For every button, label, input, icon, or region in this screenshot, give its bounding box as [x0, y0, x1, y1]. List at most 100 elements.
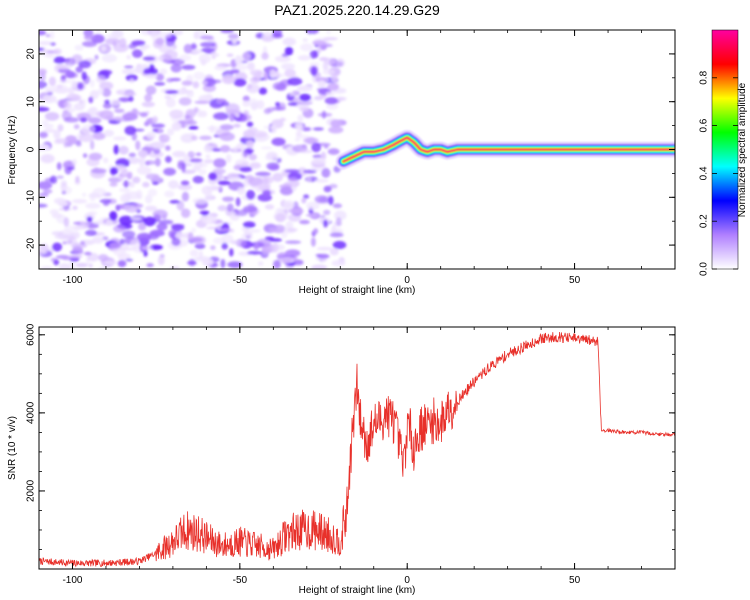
noise-blob [156, 222, 168, 231]
noise-blob [274, 55, 291, 63]
noise-blob [99, 81, 114, 90]
y-tick-label: 20 [26, 48, 37, 60]
noise-blob [335, 58, 345, 68]
noise-blob [281, 63, 295, 70]
noise-blob [246, 83, 260, 94]
noise-blob [97, 88, 105, 95]
noise-blob [247, 229, 261, 233]
noise-blob [188, 158, 203, 163]
noise-blob [75, 142, 82, 147]
noise-blob [82, 153, 88, 159]
noise-blob [303, 137, 319, 144]
noise-blob [158, 134, 170, 143]
noise-blob [188, 152, 197, 157]
noise-blob [321, 167, 331, 178]
noise-blob [152, 181, 159, 185]
noise-blob [88, 96, 94, 104]
noise-blob [39, 30, 47, 36]
noise-blob [86, 216, 93, 223]
noise-blob [39, 181, 53, 190]
noise-blob [98, 254, 109, 262]
noise-blob [198, 53, 211, 64]
noise-blob [219, 124, 234, 131]
noise-blob [295, 134, 310, 139]
noise-blob [192, 81, 200, 89]
noise-blob [79, 221, 87, 225]
noise-blob [188, 126, 199, 130]
noise-blob [243, 178, 250, 188]
noise-blob [145, 85, 157, 95]
noise-blob [125, 74, 138, 82]
noise-blob [203, 145, 214, 153]
noise-blob [126, 55, 131, 60]
x-tick-label: 0 [404, 275, 410, 286]
noise-blob [203, 159, 214, 164]
noise-blob [325, 91, 335, 96]
noise-blob [225, 103, 240, 114]
noise-blob [194, 243, 206, 250]
noise-blob [294, 122, 303, 129]
noise-blob [329, 248, 339, 256]
noise-blob [272, 82, 286, 91]
noise-blob [145, 74, 158, 79]
noise-blob [49, 209, 59, 215]
snr-ylabel: SNR (10 * v/v) [7, 416, 18, 480]
noise-blob [144, 93, 153, 102]
noise-blob [303, 169, 317, 174]
noise-blob [234, 113, 240, 118]
noise-blob [285, 221, 294, 230]
noise-blob [226, 53, 234, 57]
noise-blob [72, 246, 83, 255]
noise-blob [230, 240, 240, 245]
colorbar-tick-label: 0.8 [699, 70, 710, 84]
noise-blob [134, 67, 144, 74]
noise-blob [181, 191, 189, 202]
noise-blob [235, 238, 247, 248]
noise-blob [252, 130, 268, 138]
noise-blob [146, 131, 157, 140]
noise-blob [118, 97, 131, 103]
noise-blob [184, 114, 191, 119]
noise-blob [54, 58, 71, 62]
noise-blob [89, 79, 95, 88]
noise-blob [142, 181, 150, 188]
noise-blob [129, 182, 135, 188]
noise-blob [54, 233, 71, 240]
colorbar-label: Normalized spectral amplitude [737, 82, 748, 217]
noise-blob [194, 100, 210, 105]
noise-blob [39, 47, 45, 51]
noise-blob [84, 251, 92, 256]
noise-blob [213, 112, 229, 120]
noise-blob [115, 204, 121, 211]
noise-blob [205, 154, 211, 159]
noise-blob [128, 95, 134, 102]
noise-blob [329, 232, 344, 238]
noise-blob [66, 239, 73, 245]
noise-blob [316, 246, 333, 251]
noise-blob [132, 49, 143, 58]
noise-blob [301, 197, 307, 204]
noise-blob [53, 259, 60, 266]
noise-blob [73, 124, 80, 130]
noise-blob [101, 54, 117, 63]
noise-blob [169, 199, 180, 204]
noise-blob [210, 148, 224, 152]
noise-blob [302, 38, 308, 42]
noise-blob [130, 238, 141, 249]
noise-blob [294, 138, 300, 142]
noise-blob [39, 68, 47, 75]
x-tick-label: -50 [233, 275, 248, 286]
noise-blob [164, 95, 172, 100]
noise-blob [332, 203, 343, 209]
noise-blob [39, 192, 49, 197]
noise-blob [167, 128, 175, 136]
noise-blob [305, 213, 318, 217]
noise-blob [58, 262, 71, 269]
noise-blob [331, 74, 339, 83]
noise-blob [204, 191, 213, 201]
noise-blob [103, 102, 112, 109]
noise-blob [205, 93, 213, 101]
noise-blob [50, 42, 56, 46]
noise-blob [311, 157, 327, 166]
